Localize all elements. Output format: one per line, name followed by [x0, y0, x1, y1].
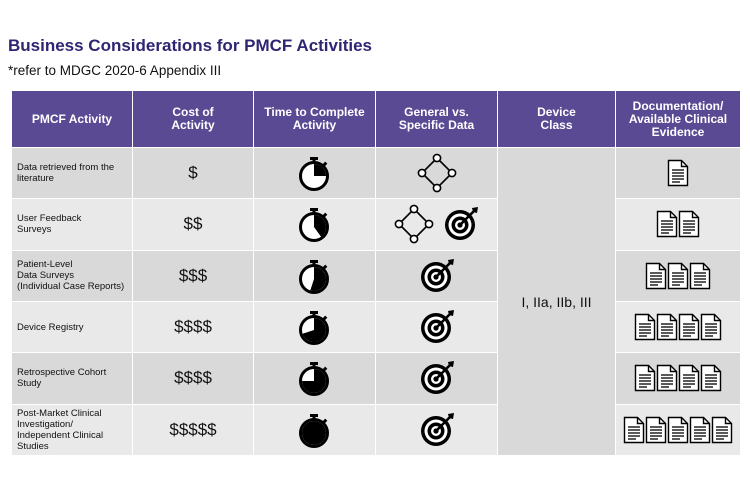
- document-icon: [656, 365, 678, 392]
- time-cell: [254, 199, 375, 250]
- documentation-cell: [616, 404, 740, 455]
- document-icon: [634, 313, 656, 341]
- time-cell: [254, 250, 375, 301]
- activity-cell: Retrospective Cohort Study: [12, 353, 132, 404]
- document-icon: [689, 416, 711, 444]
- data-type-cell: [376, 250, 497, 301]
- data-type-cell: [376, 404, 497, 455]
- time-cell: [254, 148, 375, 199]
- stopwatch-icon: [298, 311, 329, 346]
- stopwatch-icon: [298, 413, 329, 448]
- target-icon: [444, 207, 478, 241]
- target-icon: [420, 310, 454, 344]
- page-subtitle: *refer to MDGC 2020-6 Appendix III: [8, 63, 222, 78]
- document-icon: [678, 313, 700, 341]
- document-icon: [656, 211, 678, 238]
- document-icon: [623, 416, 645, 444]
- document-icon: [656, 313, 678, 341]
- table-row: User Feedback Surveys $$: [12, 199, 740, 250]
- stopwatch-icon: [298, 208, 329, 243]
- table-row: Device Registry $$$$: [12, 301, 740, 353]
- cost-cell: $$$$: [133, 353, 253, 404]
- time-cell: [254, 404, 375, 455]
- document-icon: [667, 262, 689, 290]
- time-cell: [254, 353, 375, 404]
- data-type-cell: [376, 148, 497, 199]
- header-row: PMCF Activity Cost of Activity Time to C…: [12, 91, 740, 147]
- cost-cell: $$$$: [133, 301, 253, 353]
- document-icon: [645, 416, 667, 444]
- documentation-cell: [616, 250, 740, 301]
- table-row: Retrospective Cohort Study $$$$: [12, 353, 740, 404]
- target-icon: [420, 258, 454, 292]
- document-icon: [689, 262, 711, 290]
- activity-cell: Patient-Level Data Surveys (Individual C…: [12, 250, 132, 301]
- documentation-cell: [616, 353, 740, 404]
- cost-cell: $: [133, 148, 253, 199]
- stopwatch-icon: [298, 157, 329, 192]
- network-icon: [417, 153, 456, 193]
- documentation-cell: [616, 301, 740, 353]
- data-type-cell: [376, 199, 497, 250]
- target-icon: [420, 361, 454, 395]
- activity-cell: Device Registry: [12, 301, 132, 353]
- document-icon: [678, 211, 700, 238]
- table-row: Patient-Level Data Surveys (Individual C…: [12, 250, 740, 301]
- table-row: Data retrieved from the literature $ I, I…: [12, 148, 740, 455]
- device-class-cell: I, IIa, IIb, III: [498, 148, 615, 455]
- cost-cell: $$$: [133, 250, 253, 301]
- network-icon: [394, 205, 433, 244]
- document-icon: [667, 416, 689, 444]
- header-documentation: Documentation/ Available Clinical Eviden…: [616, 91, 740, 147]
- header-device-class: Device Class: [498, 91, 615, 147]
- document-icon: [667, 159, 689, 187]
- page-title: Business Considerations for PMCF Activit…: [8, 36, 372, 55]
- stopwatch-icon: [298, 259, 329, 294]
- documentation-cell: [616, 199, 740, 250]
- document-icon: [634, 365, 656, 392]
- document-icon: [700, 365, 722, 392]
- documentation-cell: [616, 148, 740, 199]
- data-type-cell: [376, 301, 497, 353]
- activity-cell: Post-Market Clinical Investigation/ Inde…: [12, 404, 132, 455]
- data-type-cell: [376, 353, 497, 404]
- stopwatch-icon: [298, 362, 329, 397]
- cost-cell: $$: [133, 199, 253, 250]
- activity-cell: User Feedback Surveys: [12, 199, 132, 250]
- header-activity: PMCF Activity: [12, 91, 132, 147]
- header-data-type: General vs. Specific Data: [376, 91, 497, 147]
- cost-cell: $$$$$: [133, 404, 253, 455]
- time-cell: [254, 301, 375, 353]
- header-cost: Cost of Activity: [133, 91, 253, 147]
- target-icon: [420, 412, 454, 446]
- header-time: Time to Complete Activity: [254, 91, 375, 147]
- document-icon: [700, 313, 722, 341]
- document-icon: [711, 416, 733, 444]
- pmcf-table: PMCF Activity Cost of Activity Time to C…: [11, 90, 741, 456]
- table-row: Post-Market Clinical Investigation/ Inde…: [12, 404, 740, 455]
- activity-cell: Data retrieved from the literature: [12, 148, 132, 199]
- document-icon: [645, 262, 667, 290]
- document-icon: [678, 365, 700, 392]
